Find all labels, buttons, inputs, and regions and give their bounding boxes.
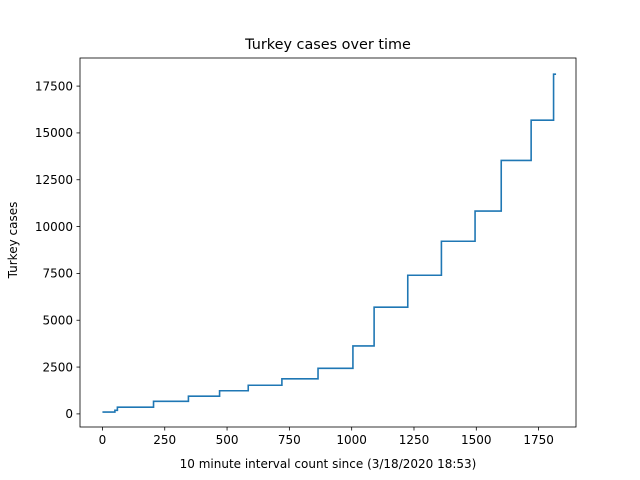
x-tick-label: 250 (153, 433, 176, 447)
series-line (102, 73, 557, 413)
y-tick-label: 7500 (42, 267, 73, 281)
y-axis: 0 2500 5000 7500 10000 12500 15000 17500 (35, 79, 80, 421)
x-tick-label: 1000 (336, 433, 367, 447)
x-tick-label: 1500 (461, 433, 492, 447)
y-tick-label: 15000 (35, 126, 73, 140)
y-tick-label: 2500 (42, 360, 73, 374)
chart-title: Turkey cases over time (244, 37, 411, 53)
x-tick-label: 1750 (523, 433, 554, 447)
y-axis-label: Turkey cases (6, 202, 20, 280)
y-tick-label: 12500 (35, 173, 73, 187)
x-tick-label: 0 (99, 433, 107, 447)
plot-frame (79, 57, 577, 428)
y-tick-label: 5000 (42, 314, 73, 328)
plot-area (102, 73, 557, 413)
y-tick-label: 17500 (35, 79, 73, 93)
x-axis-label: 10 minute interval count since (3/18/202… (180, 457, 477, 471)
y-tick-label: 10000 (35, 220, 73, 234)
x-tick-label: 750 (278, 433, 301, 447)
x-tick-label: 500 (216, 433, 239, 447)
x-tick-label: 1250 (399, 433, 430, 447)
y-tick-label: 0 (65, 407, 73, 421)
x-axis: 0 250 500 750 1000 1250 1500 1750 (99, 427, 554, 447)
